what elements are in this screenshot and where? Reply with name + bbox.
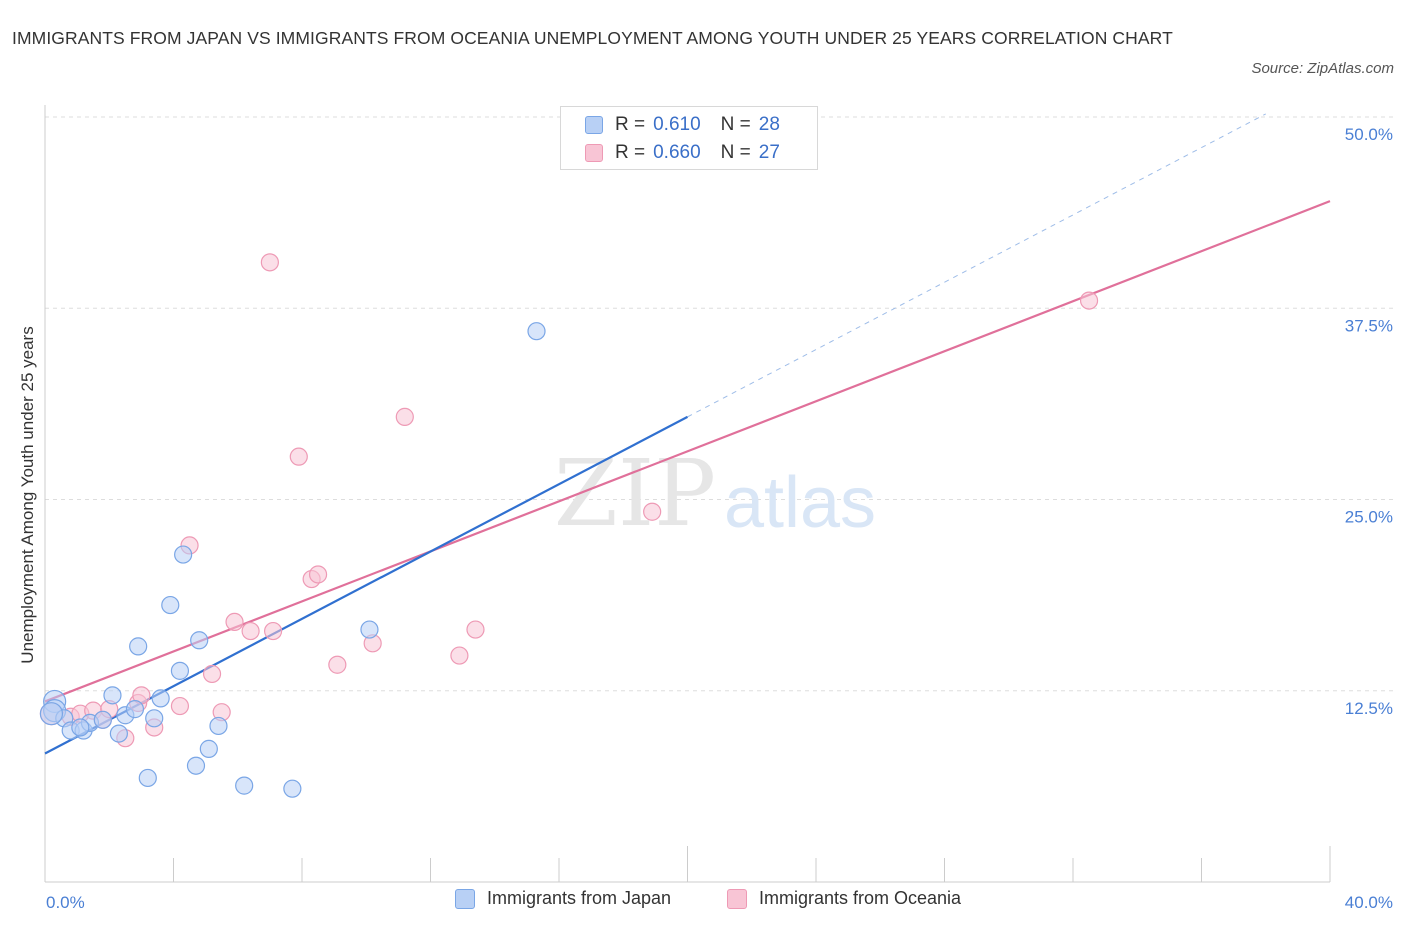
point-japan-19: [190, 631, 209, 650]
point-oceania-27: [1079, 291, 1099, 310]
point-japan-8: [109, 724, 128, 743]
legend-r-value-oceania: 0.660: [653, 142, 701, 163]
chart-title: IMMIGRANTS FROM JAPAN VS IMMIGRANTS FROM…: [12, 28, 1173, 48]
point-oceania-21: [328, 655, 347, 674]
legend-row-japan: R = 0.610 N = 28: [585, 112, 780, 138]
y-tick-label-1: 25.0%: [1345, 508, 1393, 527]
tick-labels: 12.5% 25.0% 37.5% 50.0% 0.0% 40.0%: [46, 125, 1393, 912]
point-japan-24: [360, 620, 379, 639]
point-japan-16: [170, 661, 190, 680]
point-oceania-15: [241, 621, 260, 641]
point-oceania-14: [225, 612, 244, 632]
legend-n-label-japan: N =: [720, 114, 751, 135]
point-oceania-18: [289, 447, 308, 466]
point-japan-23: [283, 779, 302, 798]
y-tick-label-0: 12.5%: [1345, 699, 1393, 718]
point-oceania-16: [263, 621, 283, 641]
point-japan-17: [174, 545, 193, 564]
point-oceania-23: [395, 407, 414, 426]
legend-key-oceania: [727, 888, 747, 909]
point-japan-7: [103, 686, 122, 705]
watermark: ZIP atlas: [554, 440, 876, 547]
point-japan-15: [161, 595, 180, 615]
legend-label-oceania: Immigrants from Oceania: [759, 888, 962, 908]
source-label: Source: ZipAtlas.com: [1251, 60, 1394, 77]
point-oceania-26: [643, 502, 662, 521]
point-japan-14: [151, 689, 170, 708]
stats-legend: R = 0.610 N = 28 R = 0.660 N = 27: [560, 106, 818, 170]
point-oceania-24: [450, 646, 469, 665]
point-oceania-25: [466, 620, 485, 639]
series-legend: Immigrants from Japan Immigrants from Oc…: [0, 888, 1406, 916]
point-japan-6: [93, 710, 112, 729]
grid-lines: [45, 116, 1393, 692]
watermark-atlas: atlas: [724, 463, 876, 543]
legend-n-label-oceania: N =: [720, 142, 751, 163]
y-axis-label: Unemployment Among Youth under 25 years: [18, 326, 37, 664]
legend-r-label-oceania: R =: [615, 142, 646, 163]
point-oceania-10: [170, 696, 190, 716]
point-japan-22: [235, 776, 254, 795]
legend-item-japan[interactable]: Immigrants from Japan: [455, 888, 671, 909]
trend-line-oceania: [44, 200, 1331, 703]
legend-swatch-japan: [585, 116, 603, 134]
point-japan-12: [138, 768, 157, 788]
point-oceania-20: [308, 565, 328, 584]
legend-key-japan: [455, 888, 475, 909]
point-japan-11: [129, 637, 148, 656]
legend-label-japan: Immigrants from Japan: [487, 888, 672, 908]
legend-r-label-japan: R =: [615, 114, 646, 135]
legend-n-value-japan: 28: [758, 114, 780, 135]
point-japan-20: [199, 739, 218, 758]
data-points: [39, 253, 1099, 798]
point-japan-18: [186, 756, 206, 775]
legend-r-value-japan: 0.610: [653, 114, 701, 135]
point-oceania-17: [260, 253, 279, 272]
trend-lines: [44, 113, 1331, 755]
point-japan-21: [209, 716, 228, 736]
trend-extension-japan: [687, 113, 1266, 418]
y-tick-label-2: 37.5%: [1345, 316, 1393, 335]
legend-row-oceania: R = 0.660 N = 27: [585, 140, 780, 166]
legend-item-oceania[interactable]: Immigrants from Oceania: [727, 888, 961, 909]
point-japan-27: [71, 718, 90, 737]
point-japan-25: [527, 322, 546, 341]
point-oceania-12: [202, 664, 222, 684]
x-tick-label-1: 40.0%: [1345, 893, 1393, 912]
y-tick-label-3: 50.0%: [1345, 125, 1393, 144]
x-tick-label-0: 0.0%: [46, 893, 85, 912]
point-japan-13: [145, 709, 164, 728]
point-japan-26: [39, 702, 64, 726]
legend-n-value-oceania: 27: [758, 142, 780, 163]
point-japan-10: [125, 700, 145, 719]
legend-swatch-oceania: [585, 144, 603, 162]
